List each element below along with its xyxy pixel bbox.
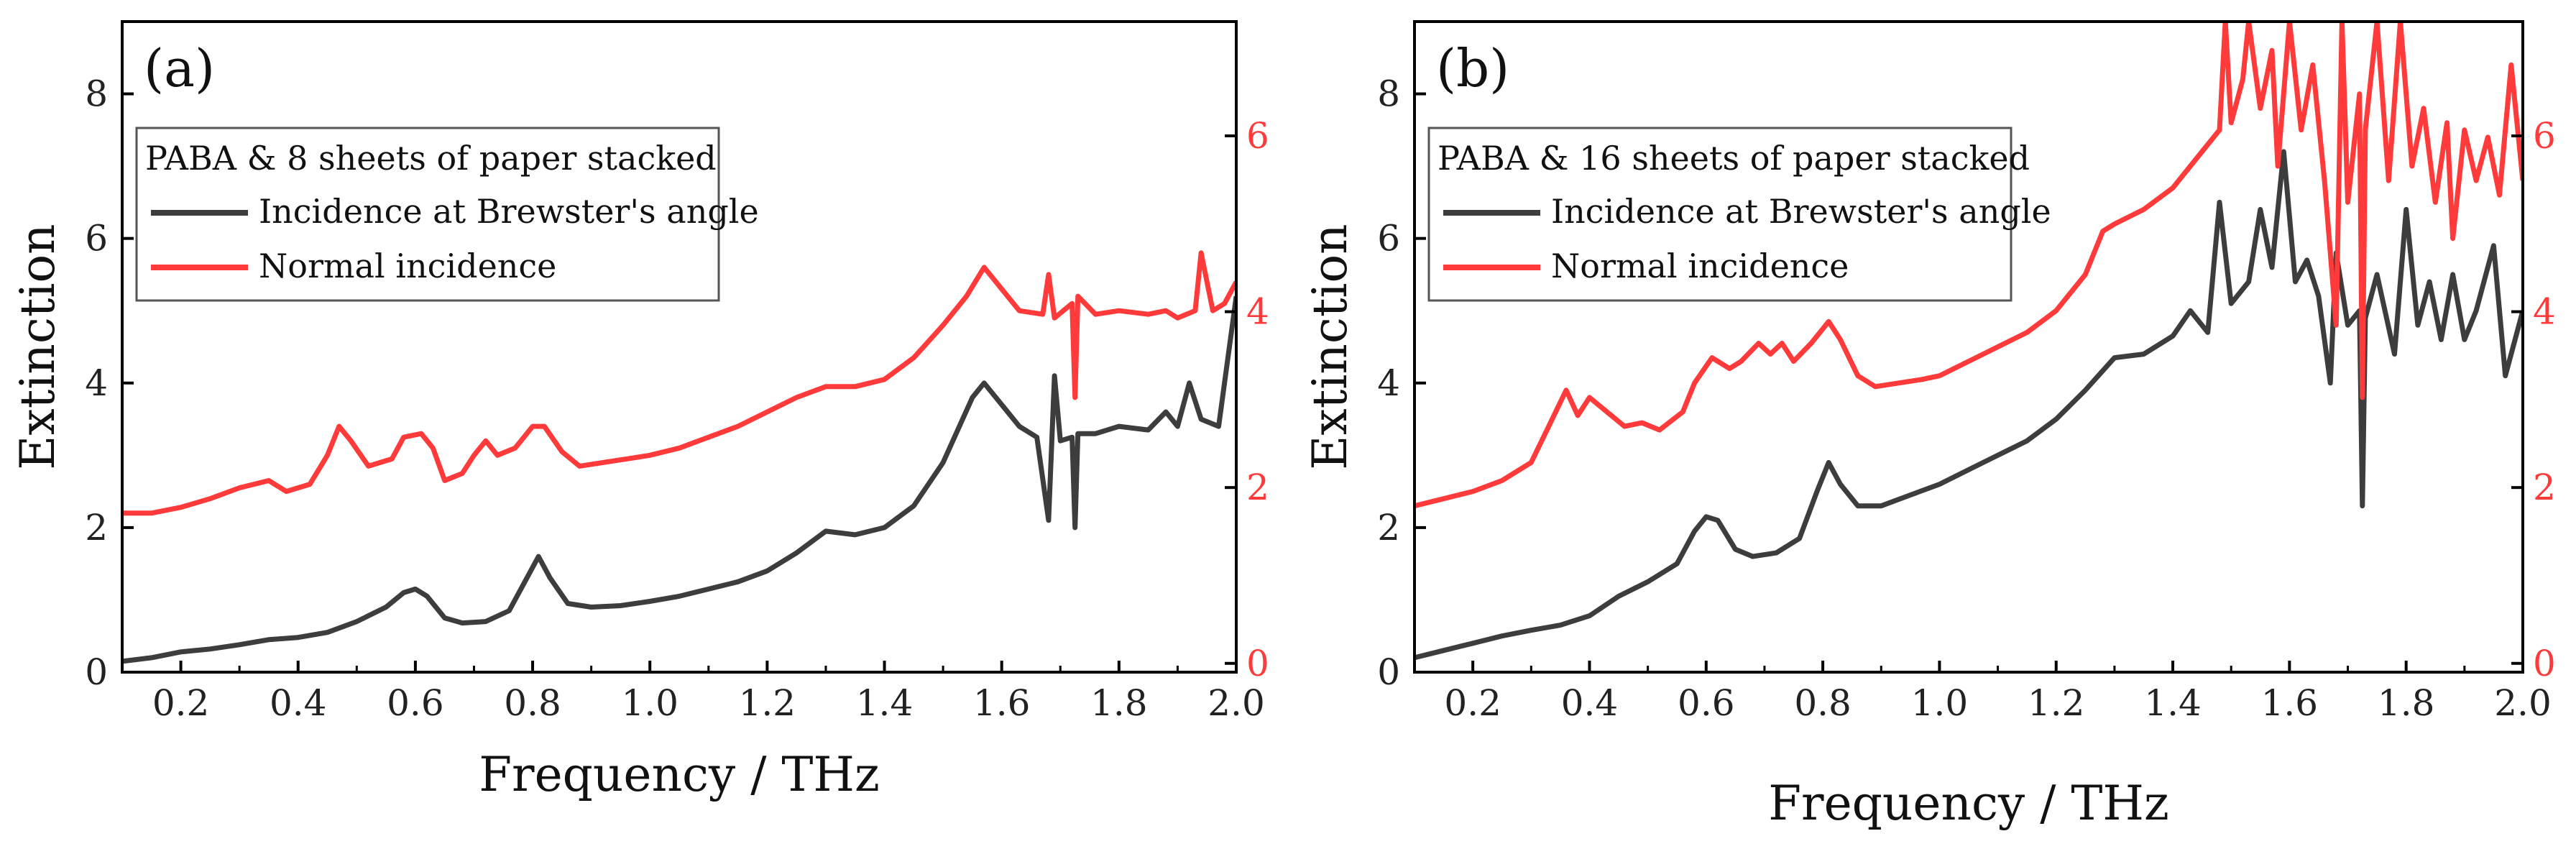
y2-tick-label: 0	[2533, 643, 2556, 684]
series-line-brewster	[1414, 149, 2523, 661]
y-tick-label: 8	[1377, 73, 1400, 115]
x-tick-label: 1.0	[621, 682, 678, 724]
x-tick-label: 0.8	[504, 682, 561, 724]
x-tick-label: 1.8	[1090, 682, 1148, 724]
x-tick-label: 1.2	[2028, 682, 2085, 724]
y-tick-label: 0	[1377, 651, 1400, 693]
x-tick-label: 0.8	[1794, 682, 1852, 724]
chart-panel-a: 0.2 0.4 0.6 0.8 1.0 1.2 1.4 1.6 1.8 2.0024680246F…	[10, 20, 1269, 802]
y-axis-title: Extinction	[1302, 224, 1358, 469]
x-tick-label: 0.6	[1678, 682, 1735, 724]
x-tick-label: 2.0	[1208, 682, 1265, 724]
plot-area	[122, 250, 1236, 664]
x-tick-label: 1.0	[1911, 682, 1969, 724]
x-tick-label: 1.2	[739, 682, 796, 724]
y2-tick-label: 6	[2533, 115, 2556, 157]
y-tick-label: 6	[85, 218, 108, 260]
x-axis-title: Frequency / THz	[479, 747, 880, 802]
legend-label-brewster: Incidence at Brewster's angle	[259, 192, 759, 231]
x-tick-label: 1.6	[973, 682, 1031, 724]
x-tick-label: 0.4	[270, 682, 327, 724]
plot-frame	[1413, 20, 2524, 674]
y2-tick-label: 2	[2533, 467, 2556, 508]
y2-tick-label: 4	[2533, 291, 2556, 333]
legend-label-normal: Normal incidence	[259, 247, 556, 285]
y-tick-label: 2	[1377, 507, 1400, 549]
y2-tick-label: 0	[1246, 643, 1269, 684]
plot-frame	[121, 20, 1238, 674]
x-tick-label: 2.0	[2494, 682, 2552, 724]
panel-label: (a)	[144, 38, 215, 98]
x-tick-label: 0.4	[1561, 682, 1619, 724]
y-tick-label: 6	[1377, 218, 1400, 260]
y-tick-label: 4	[85, 362, 108, 404]
y2-tick-label: 4	[1246, 291, 1269, 333]
plot-area	[1414, 22, 2523, 661]
legend-label-normal: Normal incidence	[1551, 247, 1849, 285]
y-tick-label: 0	[85, 651, 108, 693]
legend-title: PABA & 8 sheets of paper stacked	[145, 139, 717, 178]
y-tick-label: 4	[1377, 362, 1400, 404]
legend-title: PABA & 16 sheets of paper stacked	[1438, 139, 2030, 178]
x-tick-label: 0.6	[387, 682, 444, 724]
y-axis-title: Extinction	[10, 224, 65, 469]
x-axis-title: Frequency / THz	[1768, 776, 2169, 831]
x-tick-label: 1.4	[2144, 682, 2202, 724]
series-line-brewster	[122, 295, 1236, 664]
legend-label-brewster: Incidence at Brewster's angle	[1551, 192, 2051, 231]
x-tick-label: 1.6	[2261, 682, 2319, 724]
series-line-normal	[1414, 22, 2523, 509]
chart-panel-b: 0.2 0.4 0.6 0.8 1.0 1.2 1.4 1.6 1.8 2.0024680246F…	[1302, 20, 2556, 831]
series-line-normal	[122, 250, 1236, 516]
x-tick-label: 1.4	[856, 682, 914, 724]
y-tick-label: 8	[85, 73, 108, 115]
panel-label: (b)	[1436, 38, 1509, 98]
x-tick-label: 1.8	[2378, 682, 2435, 724]
y-tick-label: 2	[85, 507, 108, 549]
y2-tick-label: 2	[1246, 467, 1269, 508]
y2-tick-label: 6	[1246, 115, 1269, 157]
x-tick-label: 0.2	[152, 682, 210, 724]
x-tick-label: 0.2	[1444, 682, 1501, 724]
